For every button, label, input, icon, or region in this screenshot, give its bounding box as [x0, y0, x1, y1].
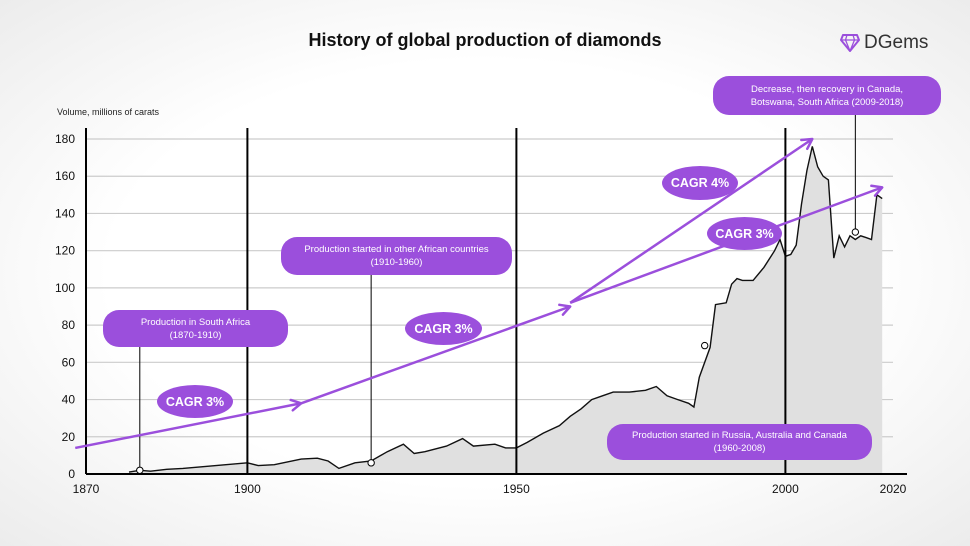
- x-tick-labels: 1870 1900 1950 2000 2020: [73, 482, 907, 496]
- y-tick-180: 180: [55, 132, 75, 146]
- annotation-south-africa-line1: Production in South Africa: [140, 316, 251, 328]
- x-tick-1950: 1950: [503, 482, 530, 496]
- annotation-decrease-line2: Botswana, South Africa (2009-2018): [750, 96, 904, 108]
- marker-4: [851, 228, 860, 236]
- y-tick-100: 100: [55, 281, 75, 295]
- trend-arrow-head-4: [870, 184, 884, 197]
- annotation-south-africa-line2: (1870-1910): [169, 329, 222, 341]
- trend-arrow-head-2: [558, 303, 572, 316]
- x-tick-2020: 2020: [880, 482, 907, 496]
- y-tick-labels: 0 20 40 60 80 100 120 140 160 180: [55, 132, 75, 481]
- annotation-other-african-line1: Production started in other African coun…: [304, 244, 489, 255]
- x-tick-2000: 2000: [772, 482, 799, 496]
- y-axis-label: Volume, millions of carats: [57, 107, 160, 117]
- annotation-markers: [136, 228, 860, 474]
- y-tick-140: 140: [55, 206, 75, 220]
- marker-1: [136, 466, 144, 474]
- annotation-other-african-line2: (1910-1960): [370, 257, 423, 268]
- y-tick-80: 80: [62, 318, 76, 332]
- trend-arrow-line-3: [569, 137, 814, 304]
- y-tick-60: 60: [62, 355, 76, 369]
- trend-arrow-head-3: [800, 137, 814, 151]
- y-tick-40: 40: [62, 393, 76, 407]
- brand-name: DGems: [864, 32, 929, 53]
- x-tick-1870: 1870: [73, 482, 100, 496]
- marker-3: [701, 341, 709, 350]
- cagr-label-3: CAGR 4%: [662, 166, 738, 200]
- brand-logo: DGems: [840, 32, 928, 54]
- y-tick-0: 0: [68, 467, 75, 481]
- x-tick-1900: 1900: [234, 482, 261, 496]
- cagr-label-4: CAGR 3%: [707, 217, 782, 250]
- annotation-russia-australia-canada: Production started in Russia, Australia …: [607, 424, 872, 460]
- y-tick-160: 160: [55, 169, 75, 183]
- cagr-label-2: CAGR 3%: [405, 312, 482, 345]
- annotation-russia-line1: Production started in Russia, Australia …: [632, 430, 847, 441]
- annotation-leaders: [139, 115, 856, 471]
- annotation-decrease-recovery: Decrease, then recovery in Canada, Botswa…: [713, 76, 941, 115]
- y-tick-120: 120: [55, 244, 75, 258]
- trend-arrow-line-2: [300, 305, 571, 405]
- y-tick-20: 20: [62, 430, 76, 444]
- diamond-icon: [840, 34, 860, 52]
- annotation-decrease-line1: Decrease, then recovery in Canada,: [750, 83, 904, 95]
- trend-arrow-line-1: [74, 402, 302, 450]
- cagr-label-1: CAGR 3%: [157, 385, 233, 418]
- marker-2: [367, 459, 375, 467]
- chart-title: History of global production of diamonds: [308, 30, 662, 50]
- production-line: [128, 146, 883, 473]
- annotation-other-african: Production started in other African coun…: [281, 237, 512, 275]
- annotation-russia-line2: (1960-2008): [713, 443, 766, 454]
- annotation-south-africa: Production in South Africa (1870-1910): [103, 310, 288, 347]
- era-dividers: [85, 128, 787, 474]
